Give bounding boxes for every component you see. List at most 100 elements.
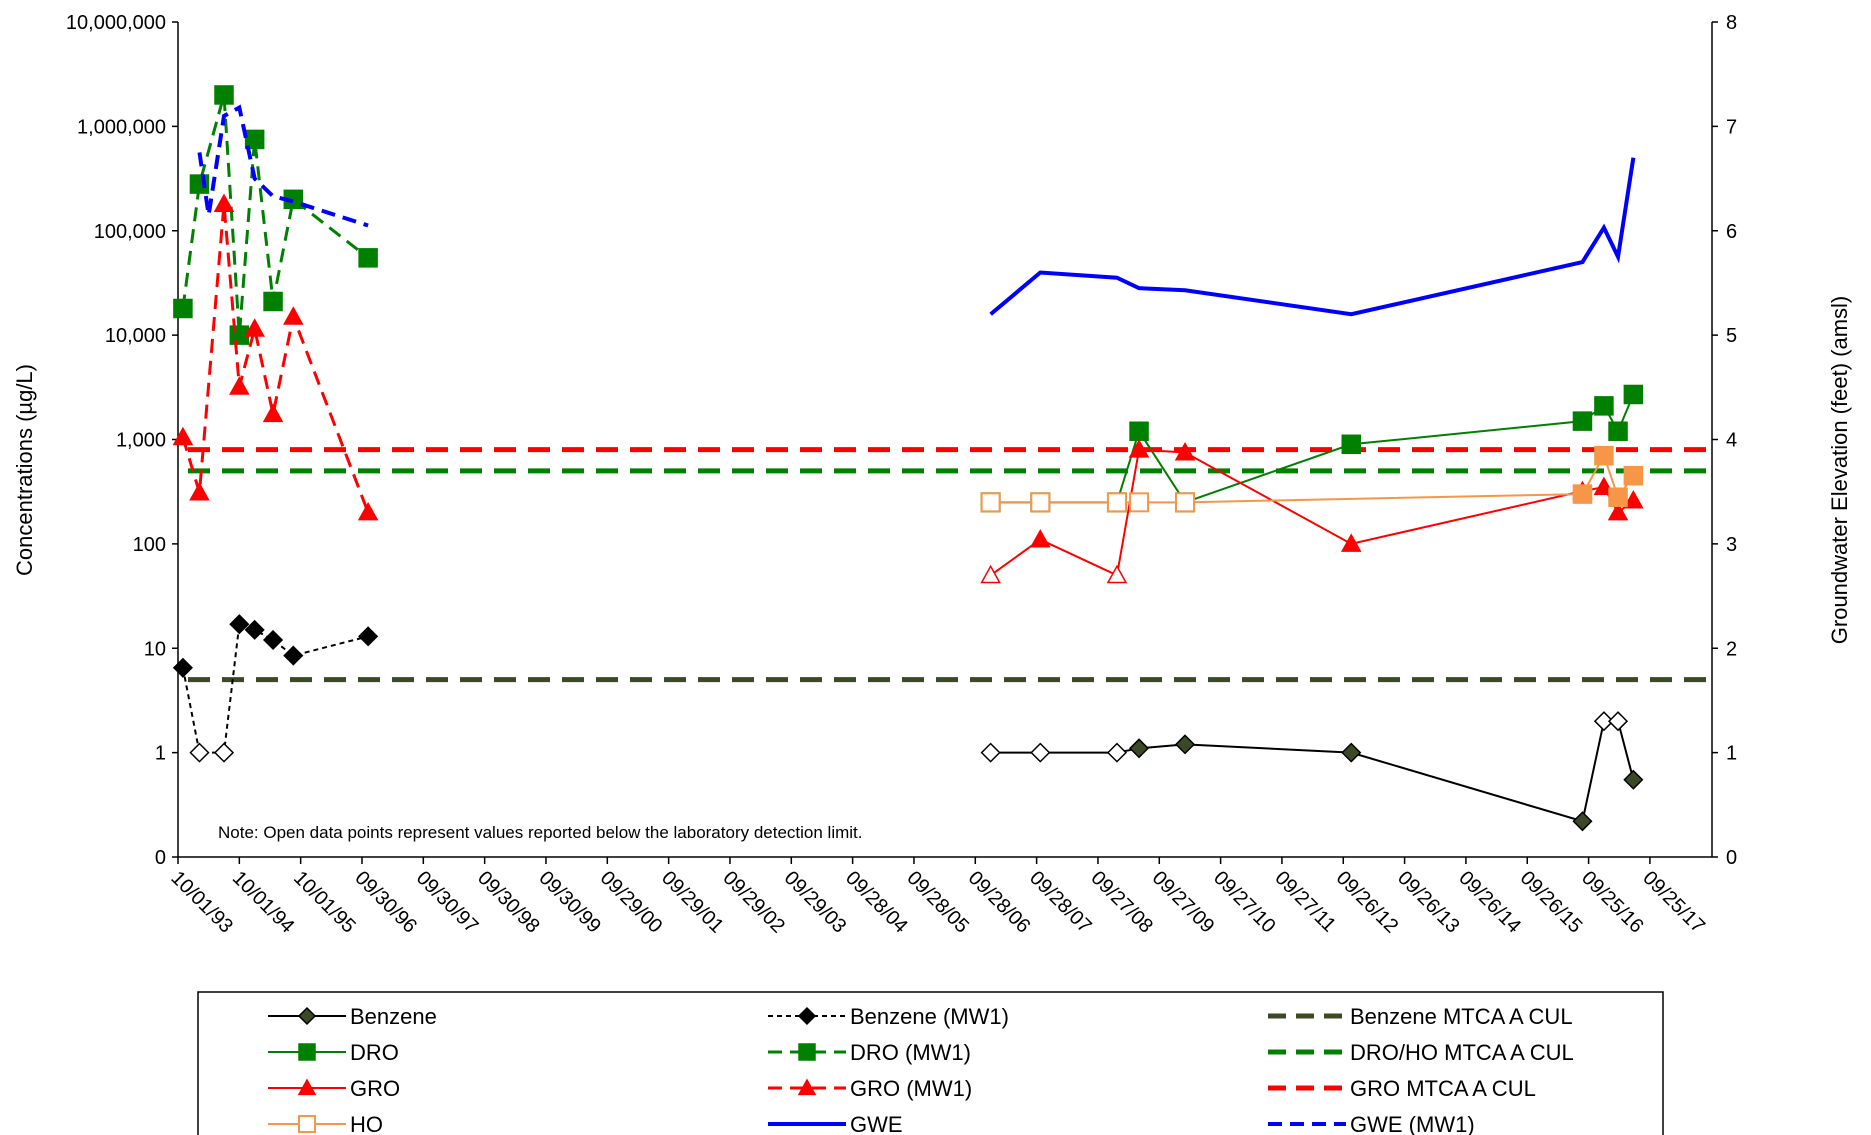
x-tick-label: 09/26/14 xyxy=(1454,867,1525,938)
point-gro xyxy=(980,564,1001,584)
y2-tick-label: 1 xyxy=(1726,743,1737,765)
line-ho xyxy=(990,453,1635,504)
series-layer xyxy=(172,85,1644,832)
legend-swatch-marker xyxy=(297,1006,317,1026)
point-benzene-mw1 xyxy=(229,614,250,635)
point-benzene xyxy=(1607,711,1629,732)
point-dro xyxy=(1572,411,1593,431)
legend-label: HO xyxy=(350,1112,383,1135)
point-gro-mw1 xyxy=(283,306,304,325)
point-benzene xyxy=(1593,711,1614,732)
x-tick-label: 10/01/95 xyxy=(289,867,360,938)
legend-swatch-marker xyxy=(797,1078,817,1096)
legend-item-dro: DRO xyxy=(268,1040,399,1065)
legend-label: DRO (MW1) xyxy=(850,1040,971,1065)
legend-item-ho: HO xyxy=(268,1112,383,1135)
legend-label: GRO xyxy=(350,1076,400,1101)
x-tick-label: 09/28/06 xyxy=(964,867,1035,938)
x-tick-label: 09/27/08 xyxy=(1086,867,1157,938)
point-dro xyxy=(1594,396,1614,416)
legend-label: DRO xyxy=(350,1040,399,1065)
point-benzene xyxy=(1623,769,1644,790)
series-benzene-mw1 xyxy=(172,614,379,763)
point-ho xyxy=(980,492,1001,513)
point-gro xyxy=(1106,564,1128,584)
y-tick-label: 100,000 xyxy=(94,221,166,243)
point-gro-mw1 xyxy=(262,403,284,423)
point-dro xyxy=(1608,421,1628,441)
x-tick-label: 09/27/09 xyxy=(1148,867,1219,938)
line-gwe xyxy=(989,157,1636,317)
legend-box xyxy=(197,991,1664,1135)
point-benzene-mw1 xyxy=(213,742,235,763)
point-dro-mw1 xyxy=(358,248,378,268)
point-benzene-mw1 xyxy=(283,645,304,666)
legend-label: GWE (MW1) xyxy=(1350,1112,1475,1135)
legend-label: GWE xyxy=(850,1112,903,1135)
point-ho xyxy=(1175,492,1196,513)
point-benzene xyxy=(1106,742,1128,763)
point-ho xyxy=(1608,487,1628,507)
point-gro xyxy=(1340,533,1362,552)
y2-tick-label: 8 xyxy=(1726,12,1737,34)
y2-tick-label: 5 xyxy=(1726,325,1737,347)
x-tick-label: 09/25/17 xyxy=(1638,867,1709,938)
legend-item-gro-mtca-a-cul: GRO MTCA A CUL xyxy=(1268,1076,1536,1101)
y2-tick-label: 6 xyxy=(1726,221,1737,243)
x-tick-label: 09/29/01 xyxy=(657,867,728,938)
point-benzene-mw1 xyxy=(263,629,284,651)
point-gro-mw1 xyxy=(229,376,250,395)
point-gro xyxy=(1607,501,1629,521)
point-benzene-mw1 xyxy=(244,619,265,640)
legend-swatch-marker xyxy=(298,1043,316,1061)
series-benzene xyxy=(980,711,1644,832)
legend-item-gro: GRO xyxy=(268,1076,400,1101)
x-tick-label: 10/01/93 xyxy=(166,867,237,938)
point-ho xyxy=(1106,492,1127,513)
point-ho xyxy=(1129,492,1150,513)
x-tick-label: 09/30/96 xyxy=(350,867,421,938)
x-tick-label: 09/25/16 xyxy=(1577,867,1648,938)
x-tick-label: 09/30/97 xyxy=(412,867,483,938)
series-gro-mw1 xyxy=(172,193,379,521)
point-benzene xyxy=(1128,738,1150,759)
series-gwe-mw1 xyxy=(197,104,369,228)
legend-label: Benzene (MW1) xyxy=(850,1004,1009,1029)
x-tick-label: 09/27/10 xyxy=(1209,867,1280,938)
series-ho xyxy=(980,445,1644,513)
legend-swatch-marker xyxy=(798,1043,816,1061)
point-dro-mw1 xyxy=(214,85,234,105)
point-benzene-mw1 xyxy=(358,626,379,647)
y2-axis-title: Groundwater Elevation (feet) (amsl) xyxy=(1827,296,1852,644)
axes-layer: 01101001,00010,000100,0001,000,00010,000… xyxy=(66,12,1737,938)
y-tick-label: 10,000,000 xyxy=(66,12,166,34)
y-tick-label: 10,000 xyxy=(105,325,166,347)
legend-swatch-marker xyxy=(298,1115,316,1133)
legend-label: GRO MTCA A CUL xyxy=(1350,1076,1536,1101)
y2-tick-label: 3 xyxy=(1726,534,1737,556)
point-dro-mw1 xyxy=(173,298,193,319)
y-tick-label: 1,000 xyxy=(116,430,166,452)
x-tick-label: 09/28/07 xyxy=(1025,867,1096,938)
x-tick-label: 09/27/11 xyxy=(1270,867,1340,937)
point-benzene xyxy=(1341,742,1362,763)
x-tick-label: 09/29/03 xyxy=(780,867,851,938)
point-benzene-mw1 xyxy=(189,742,210,763)
point-gro xyxy=(1623,490,1644,509)
point-dro-mw1 xyxy=(244,129,265,150)
legend-label: DRO/HO MTCA A CUL xyxy=(1350,1040,1574,1065)
series-dro-mw1 xyxy=(173,85,378,345)
point-gro xyxy=(1174,441,1196,461)
point-dro xyxy=(1129,421,1149,441)
x-tick-label: 09/26/12 xyxy=(1332,867,1403,938)
legend-item-dro-ho-mtca-a-cul: DRO/HO MTCA A CUL xyxy=(1268,1040,1574,1065)
x-tick-label: 09/29/02 xyxy=(718,867,789,938)
legend-item-benzene-mtca-a-cul: Benzene MTCA A CUL xyxy=(1268,1004,1573,1029)
point-gro xyxy=(1128,439,1150,458)
x-tick-label: 09/28/04 xyxy=(841,867,912,938)
x-tick-label: 09/26/15 xyxy=(1516,867,1587,938)
legend-item-gwe-mw1: GWE (MW1) xyxy=(1268,1112,1475,1135)
point-gro-mw1 xyxy=(213,193,235,213)
threshold-lines xyxy=(188,447,1712,683)
